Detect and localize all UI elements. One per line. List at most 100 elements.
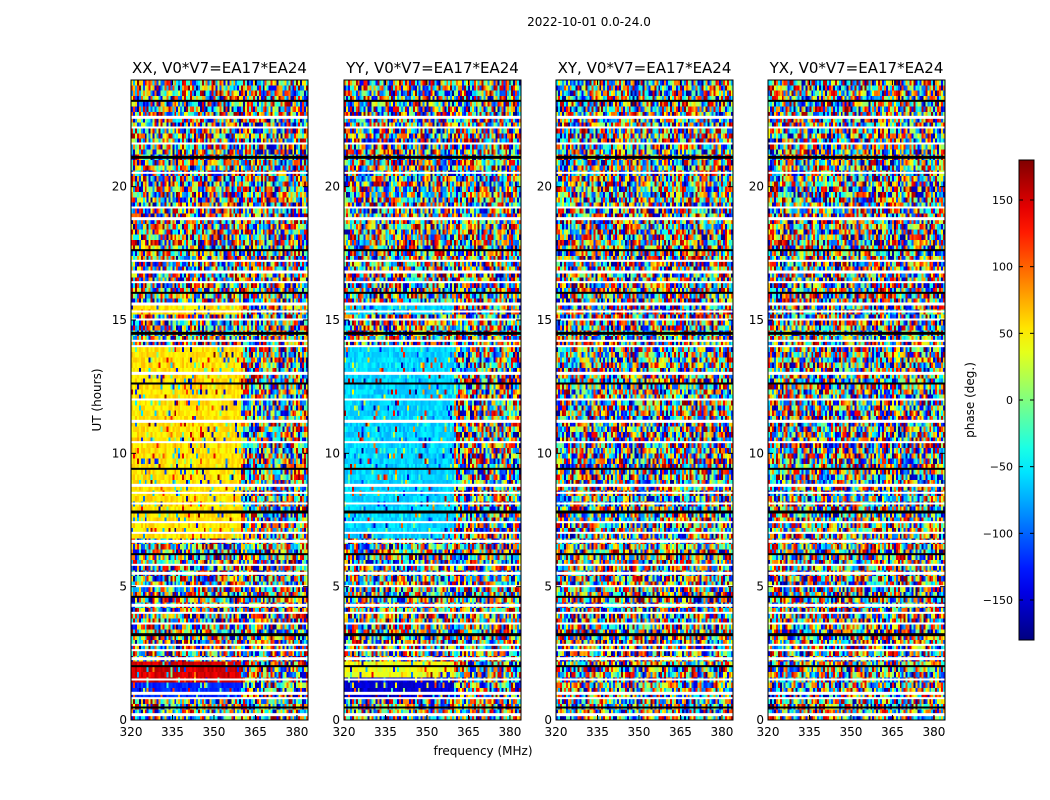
x-tick-label: 350	[628, 725, 651, 739]
flagged-row	[131, 291, 308, 294]
flagged-row	[556, 302, 733, 306]
flagged-row	[131, 281, 308, 284]
flagged-row	[556, 678, 733, 681]
y-tick-label: 10	[325, 446, 340, 460]
flagged-row	[768, 171, 945, 174]
flagged-row	[131, 331, 308, 335]
x-tick-label: 335	[798, 725, 821, 739]
flagged-row	[344, 678, 521, 681]
flagged-row	[344, 571, 521, 575]
flagged-row	[556, 571, 733, 575]
y-tick-label: 20	[112, 180, 127, 194]
y-tick-label: 5	[756, 580, 764, 594]
flagged-row	[556, 697, 733, 700]
flagged-row	[556, 643, 733, 646]
flagged-row	[556, 155, 733, 159]
flagged-row	[768, 259, 945, 262]
flagged-row	[768, 398, 945, 401]
flagged-row	[131, 691, 308, 695]
flagged-row	[556, 633, 733, 637]
flagged-row	[131, 633, 308, 637]
flagged-row	[344, 643, 521, 646]
flagged-row	[131, 310, 308, 313]
flagged-row	[556, 603, 733, 607]
flagged-row	[131, 649, 308, 652]
x-tick-label: 335	[374, 725, 397, 739]
flagged-row	[556, 217, 733, 221]
plot-frame-0	[130, 79, 309, 721]
flagged-row	[768, 115, 945, 119]
flagged-row	[344, 371, 521, 375]
flagged-row	[344, 339, 521, 342]
flagged-row	[556, 467, 733, 470]
flagged-row	[344, 398, 521, 401]
flagged-row	[131, 270, 308, 274]
flagged-row	[344, 142, 521, 145]
y-tick-label: 20	[537, 180, 552, 194]
plot-frame-2	[555, 79, 734, 721]
flagged-row	[768, 310, 945, 313]
flagged-row	[131, 302, 308, 306]
plot-frame-1	[343, 79, 522, 721]
y-axis-label: UT (hours)	[90, 368, 104, 431]
flagged-row	[556, 249, 733, 252]
colorbar-tick-label: 150	[992, 194, 1013, 207]
colorbar: −150 −100 −50 0 50 100 150	[983, 159, 1035, 641]
flagged-row	[131, 713, 308, 717]
y-tick-label: 0	[756, 713, 764, 727]
flagged-row	[131, 382, 308, 385]
colorbar-tick-label: 50	[999, 327, 1013, 340]
flagged-row	[556, 126, 733, 129]
flagged-row	[768, 622, 945, 625]
flagged-row	[768, 217, 945, 221]
x-tick-label: 380	[922, 725, 945, 739]
flagged-row	[131, 467, 308, 470]
y-tick-label: 10	[537, 446, 552, 460]
flagged-row	[344, 510, 521, 514]
figure-suptitle: 2022-10-01 0.0-24.0	[527, 15, 651, 29]
flagged-row	[344, 318, 521, 321]
x-tick-label: 380	[285, 725, 308, 739]
flagged-row	[556, 259, 733, 262]
x-tick-label: 320	[757, 725, 780, 739]
flagged-row	[768, 649, 945, 652]
flagged-row	[768, 467, 945, 470]
flagged-row	[768, 713, 945, 717]
flagged-row	[131, 115, 308, 119]
flagged-row	[768, 531, 945, 534]
flagged-row	[768, 142, 945, 145]
panel-3: YX, V0*V7=EA17*EA24 320 335 350 365 380 0 5 10 15…	[749, 59, 946, 739]
flagged-row	[768, 585, 945, 588]
flagged-row	[556, 382, 733, 385]
flagged-row	[556, 318, 733, 321]
x-tick-label: 365	[669, 725, 692, 739]
panel-1: YY, V0*V7=EA17*EA24 320 335 350 365 380 0 5 10 15…	[325, 59, 522, 739]
flagged-row	[344, 115, 521, 119]
flagged-row	[131, 611, 308, 614]
flagged-row	[344, 539, 521, 543]
flagged-row	[344, 345, 521, 348]
flagged-row	[131, 126, 308, 129]
x-tick-label: 350	[840, 725, 863, 739]
flagged-row	[131, 318, 308, 321]
flagged-row	[131, 419, 308, 423]
colorbar-tick-label: 0	[1006, 394, 1013, 407]
flagged-row	[131, 142, 308, 145]
flagged-row	[131, 339, 308, 342]
y-tick-label: 15	[325, 313, 340, 327]
flagged-row	[344, 206, 521, 209]
flagged-row	[556, 539, 733, 543]
flagged-row	[768, 249, 945, 252]
flagged-row	[131, 678, 308, 681]
flagged-row	[768, 611, 945, 614]
flagged-row	[556, 491, 733, 494]
flagged-row	[556, 291, 733, 294]
flagged-row	[768, 539, 945, 543]
flagged-row	[556, 281, 733, 284]
flagged-row	[768, 419, 945, 423]
flagged-row	[556, 339, 733, 342]
x-tick-label: 320	[120, 725, 143, 739]
flagged-row	[768, 441, 945, 444]
flagged-row	[344, 302, 521, 306]
flagged-row	[556, 691, 733, 695]
